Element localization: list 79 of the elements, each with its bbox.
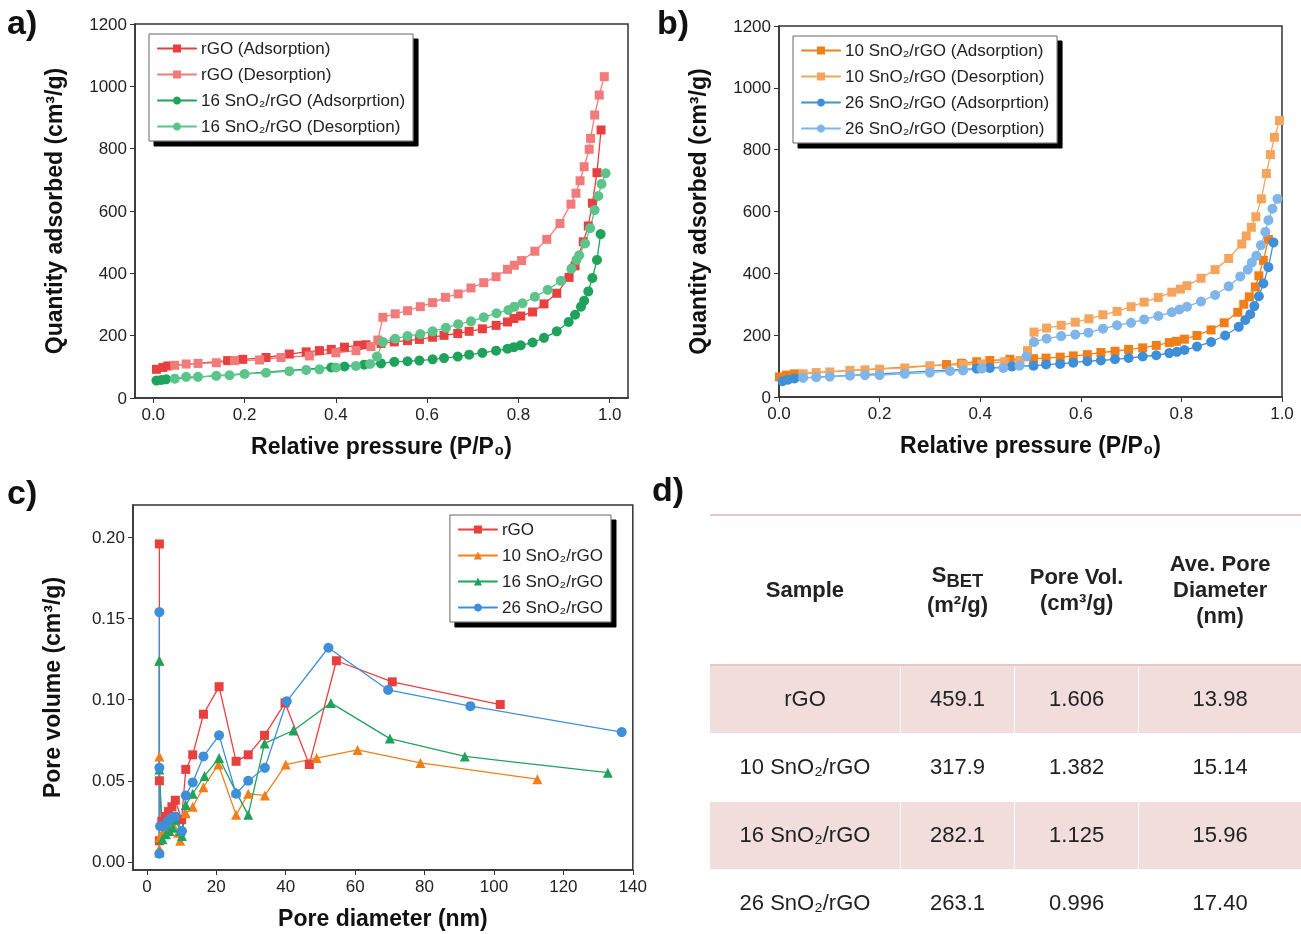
legend-label: 10 SnO₂/rGO (Desorption) (845, 67, 1045, 86)
x-tick-label: 0.2 (867, 404, 892, 423)
legend-label: 10 SnO₂/rGO (Adsorption) (845, 41, 1044, 60)
text: Sample (764, 576, 846, 604)
y-tick-label: 0 (117, 388, 127, 408)
legend-label: 16 SnO₂/rGO (501, 572, 604, 591)
text: d) (652, 470, 685, 509)
y-tick-label: 0.15 (91, 609, 125, 629)
legend-label: 16 SnO₂/rGO (Adsorprtion) (201, 91, 406, 110)
x-tick-label: 120 (549, 877, 578, 896)
y-tick-label: 1200 (89, 14, 127, 34)
text: 13.98 (1138, 665, 1301, 733)
x-tick-label: 40 (276, 877, 296, 896)
text: Pore Vol. (cm³/g) (1014, 515, 1139, 665)
x-axis-title: Pore diameter (nm) (278, 904, 488, 931)
y-tick-label: 1000 (733, 78, 771, 98)
chart-title: a) (7, 3, 38, 41)
y-tick-label: 800 (742, 140, 771, 160)
y-tick-label: 0.05 (91, 771, 125, 791)
y-tick-label: 400 (98, 263, 127, 283)
y-tick-label: 200 (98, 326, 127, 346)
x-tick-label: 0 (142, 877, 152, 896)
x-tick-label: 0.0 (141, 405, 166, 424)
legend-label: 10 SnO₂/rGO (501, 546, 604, 565)
x-tick-label: 100 (479, 877, 509, 896)
y-tick-label: 200 (742, 325, 771, 345)
text: Ave. Pore Diameter (nm) (1138, 515, 1301, 665)
legend-label: 26 SnO₂/rGO (Adsorprtion) (845, 93, 1050, 112)
text: S$_{BET}$ (m²/g) (900, 515, 1015, 665)
text: 1.382 (1014, 733, 1139, 801)
y-tick-label: 0.20 (91, 527, 125, 547)
x-tick-label: 0.8 (506, 405, 531, 424)
x-axis-title: Relative pressure (P/P₀) (900, 431, 1161, 458)
legend-label: 26 SnO₂/rGO (Desorption) (845, 119, 1045, 138)
y-tick-label: 0 (761, 387, 771, 407)
x-tick-label: 0.4 (968, 404, 993, 423)
x-tick-label: 0.6 (1068, 404, 1093, 423)
text: 263.1 (900, 869, 1015, 934)
y-axis-title: Pore volume (cm³/g) (38, 576, 65, 799)
x-tick-label: 60 (345, 877, 365, 896)
x-tick-label: 0.8 (1169, 404, 1194, 423)
x-tick-label: 80 (415, 877, 435, 896)
text: 10 SnO₂/rGO (738, 753, 872, 781)
y-axis-title: Quantity adsorbed (cm³/g) (40, 67, 67, 355)
y-tick-label: 400 (742, 263, 771, 283)
text: 15.96 (1138, 801, 1301, 869)
text: 0.996 (1014, 869, 1139, 934)
text: 317.9 (900, 733, 1015, 801)
x-tick-label: 1.0 (597, 405, 622, 424)
legend-label: rGO (Desorption) (201, 65, 332, 84)
text: 282.1 (900, 801, 1015, 869)
legend-label: 16 SnO₂/rGO (Desorption) (201, 117, 401, 136)
y-tick-label: 1000 (89, 76, 127, 96)
x-tick-label: 0.6 (415, 405, 439, 424)
y-tick-label: 800 (98, 139, 127, 159)
x-tick-label: 0.2 (232, 405, 257, 424)
y-tick-label: 0.00 (91, 852, 125, 872)
x-tick-label: 0.0 (767, 404, 791, 423)
chart-title: c) (7, 473, 38, 511)
x-tick-label: 20 (206, 877, 226, 896)
y-tick-label: 0.10 (91, 690, 125, 710)
text: 1.125 (1014, 801, 1139, 869)
chart-title: b) (657, 3, 690, 41)
y-axis-title: Quantity adsorbed (cm³/g) (684, 68, 711, 355)
text: 15.14 (1138, 733, 1301, 801)
legend-label: rGO (501, 520, 535, 539)
text: 1.606 (1014, 665, 1139, 733)
y-tick-label: 600 (742, 202, 771, 221)
x-tick-label: 1.0 (1270, 404, 1294, 423)
y-tick-label: 600 (98, 201, 127, 221)
legend-label: 26 SnO₂/rGO (501, 598, 604, 617)
x-tick-label: 140 (618, 877, 648, 896)
text: 17.40 (1138, 869, 1301, 934)
text: 459.1 (900, 665, 1015, 733)
x-axis-title: Relative pressure (P/P₀) (251, 432, 512, 459)
x-tick-label: 0.4 (324, 405, 348, 424)
legend-label: rGO (Adsorption) (201, 39, 331, 58)
y-tick-label: 1200 (733, 16, 771, 36)
text: 26 SnO₂/rGO (738, 889, 872, 917)
